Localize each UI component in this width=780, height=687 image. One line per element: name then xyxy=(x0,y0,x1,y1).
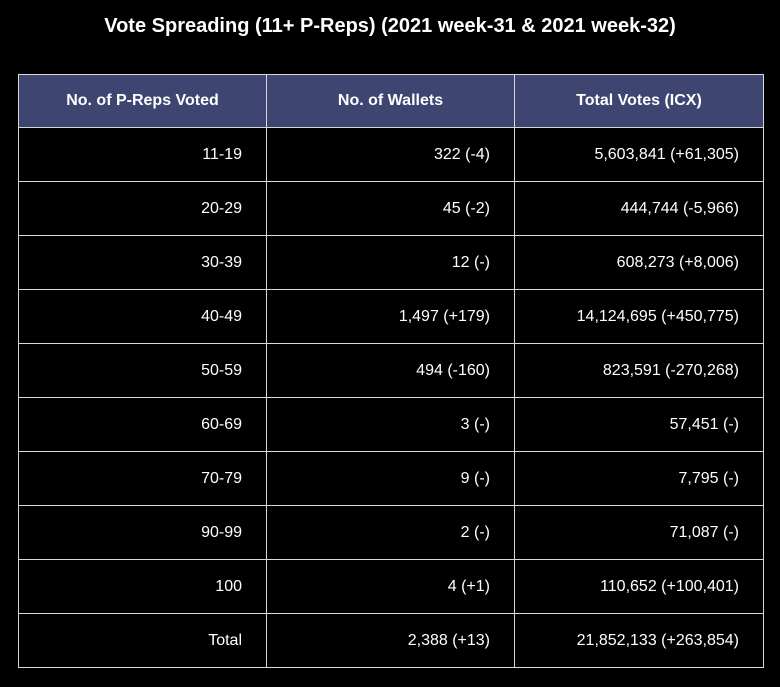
table-cell: 444,744 (-5,966) xyxy=(514,181,764,236)
table-cell: 71,087 (-) xyxy=(514,505,764,560)
chart-title: Vote Spreading (11+ P-Reps) (2021 week-3… xyxy=(104,15,676,37)
table-row: 90-99 2 (-) 71,087 (-) xyxy=(18,505,764,560)
table-cell: 20-29 xyxy=(18,181,267,236)
table-cell: 7,795 (-) xyxy=(514,451,764,506)
table-cell: 5,603,841 (+61,305) xyxy=(514,127,764,182)
table-cell: 1,497 (+179) xyxy=(266,289,515,344)
table-cell: 60-69 xyxy=(18,397,267,452)
table-row: 100 4 (+1) 110,652 (+100,401) xyxy=(18,559,764,614)
table-cell: 110,652 (+100,401) xyxy=(514,559,764,614)
table-cell: 14,124,695 (+450,775) xyxy=(514,289,764,344)
table-cell: 45 (-2) xyxy=(266,181,515,236)
table-cell: Total xyxy=(18,613,267,668)
vote-spreading-table: No. of P-Reps Voted No. of Wallets Total V… xyxy=(18,74,764,668)
column-header: No. of Wallets xyxy=(266,74,515,128)
column-header: Total Votes (ICX) xyxy=(514,74,764,128)
table-cell: 4 (+1) xyxy=(266,559,515,614)
table-cell: 21,852,133 (+263,854) xyxy=(514,613,764,668)
table-cell: 9 (-) xyxy=(266,451,515,506)
table-row: 50-59 494 (-160) 823,591 (-270,268) xyxy=(18,343,764,398)
table-row: 60-69 3 (-) 57,451 (-) xyxy=(18,397,764,452)
table-cell: 50-59 xyxy=(18,343,267,398)
table-cell: 3 (-) xyxy=(266,397,515,452)
table-header-row: No. of P-Reps Voted No. of Wallets Total V… xyxy=(18,74,764,128)
table-cell: 30-39 xyxy=(18,235,267,290)
table-cell: 2,388 (+13) xyxy=(266,613,515,668)
column-header: No. of P-Reps Voted xyxy=(18,74,267,128)
table-cell: 494 (-160) xyxy=(266,343,515,398)
table-row: Total 2,388 (+13) 21,852,133 (+263,854) xyxy=(18,613,764,668)
table-cell: 11-19 xyxy=(18,127,267,182)
table-row: 30-39 12 (-) 608,273 (+8,006) xyxy=(18,235,764,290)
table-cell: 70-79 xyxy=(18,451,267,506)
table-cell: 57,451 (-) xyxy=(514,397,764,452)
table-cell: 608,273 (+8,006) xyxy=(514,235,764,290)
table-row: 11-19 322 (-4) 5,603,841 (+61,305) xyxy=(18,127,764,182)
table-cell: 322 (-4) xyxy=(266,127,515,182)
table-row: 70-79 9 (-) 7,795 (-) xyxy=(18,451,764,506)
table-row: 20-29 45 (-2) 444,744 (-5,966) xyxy=(18,181,764,236)
table-cell: 100 xyxy=(18,559,267,614)
table-cell: 823,591 (-270,268) xyxy=(514,343,764,398)
table-row: 40-49 1,497 (+179) 14,124,695 (+450,775) xyxy=(18,289,764,344)
table-cell: 90-99 xyxy=(18,505,267,560)
table-cell: 12 (-) xyxy=(266,235,515,290)
table-cell: 40-49 xyxy=(18,289,267,344)
table-cell: 2 (-) xyxy=(266,505,515,560)
